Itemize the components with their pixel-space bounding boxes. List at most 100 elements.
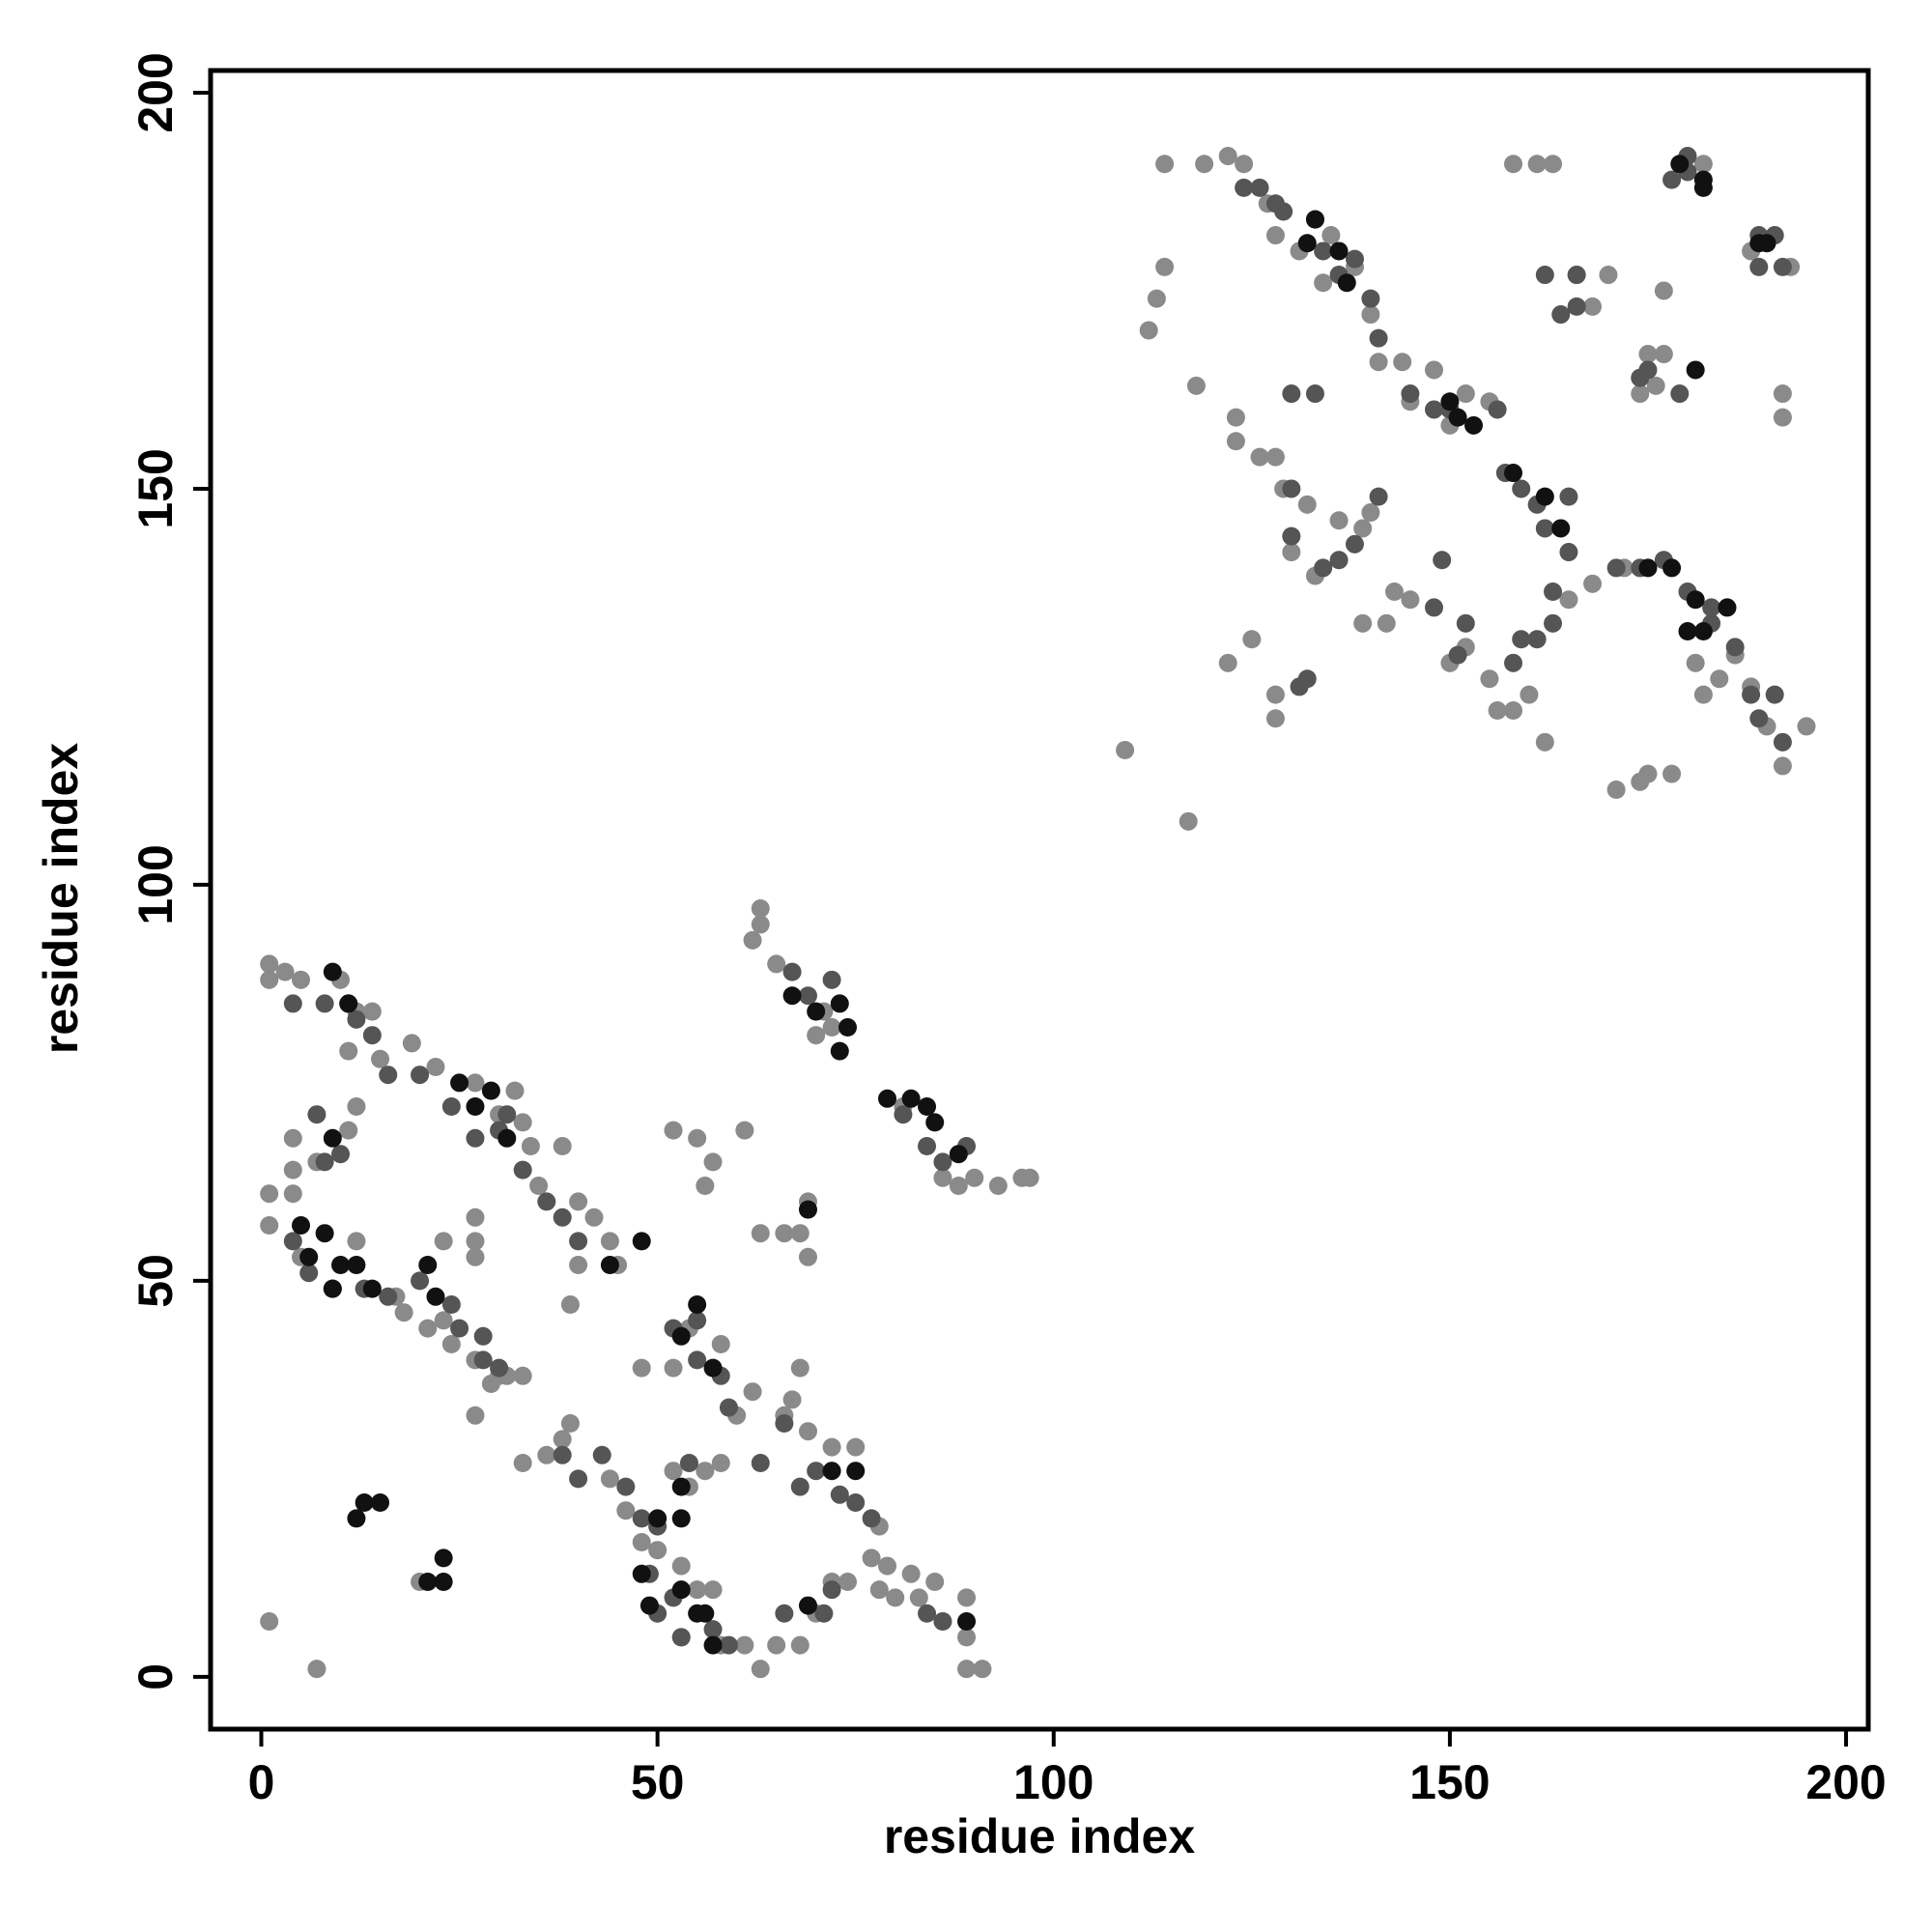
point xyxy=(719,1635,738,1655)
point xyxy=(537,1192,556,1211)
point xyxy=(1369,353,1388,372)
point xyxy=(283,1184,302,1204)
point xyxy=(1504,653,1523,672)
point xyxy=(505,1081,525,1100)
point xyxy=(1384,582,1404,602)
point xyxy=(632,1532,651,1551)
point xyxy=(347,1232,366,1251)
point xyxy=(632,1358,651,1378)
point xyxy=(362,1026,382,1045)
point xyxy=(323,962,342,981)
point xyxy=(679,1453,698,1472)
point xyxy=(696,1177,715,1196)
point xyxy=(1662,170,1682,189)
x-tick-label: 100 xyxy=(1013,1755,1094,1809)
point xyxy=(688,1295,707,1315)
point xyxy=(1345,249,1364,269)
point xyxy=(1369,487,1388,506)
point xyxy=(521,1137,540,1156)
point xyxy=(1631,384,1650,404)
point xyxy=(1226,408,1245,427)
point xyxy=(688,1311,707,1330)
point xyxy=(711,1453,730,1472)
point xyxy=(1757,234,1776,253)
point xyxy=(1535,487,1554,506)
point xyxy=(1535,519,1554,538)
point xyxy=(466,1247,485,1266)
point xyxy=(1337,273,1356,293)
y-tick-label: 150 xyxy=(128,448,183,528)
point xyxy=(553,1208,572,1227)
point xyxy=(1749,709,1769,728)
point xyxy=(1686,590,1705,610)
point xyxy=(466,1073,485,1093)
point xyxy=(933,1152,952,1172)
x-tick-label: 0 xyxy=(248,1755,275,1809)
point xyxy=(743,1382,762,1402)
point xyxy=(1265,226,1285,245)
point xyxy=(299,1247,319,1266)
point xyxy=(751,899,770,919)
point xyxy=(1551,305,1571,325)
point xyxy=(894,1105,913,1124)
point xyxy=(838,1572,857,1591)
point xyxy=(862,1548,881,1568)
point xyxy=(957,1588,977,1607)
point xyxy=(1235,178,1254,197)
point xyxy=(466,1208,485,1227)
x-tick-label: 200 xyxy=(1805,1755,1886,1809)
point xyxy=(1504,701,1523,721)
point xyxy=(371,1049,390,1068)
point xyxy=(394,1303,413,1322)
point xyxy=(671,1326,691,1346)
point xyxy=(782,962,802,981)
y-axis-label: residue index xyxy=(34,743,88,1055)
point xyxy=(331,1145,351,1164)
point xyxy=(1773,756,1792,776)
point xyxy=(671,1556,691,1576)
point xyxy=(466,1128,485,1148)
point xyxy=(639,1596,659,1615)
point xyxy=(1693,155,1713,174)
point xyxy=(775,1224,794,1243)
point xyxy=(1631,368,1650,387)
point xyxy=(1329,551,1349,570)
point xyxy=(434,1572,453,1591)
point xyxy=(466,1232,485,1251)
point xyxy=(339,1121,358,1140)
point xyxy=(1606,781,1626,800)
point xyxy=(379,1065,398,1085)
point xyxy=(1440,392,1460,412)
point xyxy=(1265,685,1285,704)
point xyxy=(751,1660,770,1679)
point xyxy=(1321,226,1341,245)
point xyxy=(1282,479,1301,498)
point xyxy=(735,1635,754,1655)
point xyxy=(379,1287,398,1306)
point xyxy=(1329,511,1349,530)
point xyxy=(1448,408,1467,427)
point xyxy=(466,1097,485,1117)
point xyxy=(426,1287,445,1306)
point xyxy=(1773,408,1792,427)
point xyxy=(648,1509,668,1528)
point xyxy=(260,1611,279,1631)
point xyxy=(283,1128,302,1148)
point xyxy=(584,1208,604,1227)
point xyxy=(1147,289,1166,308)
point xyxy=(838,1018,857,1037)
point xyxy=(1638,764,1658,783)
point xyxy=(1424,400,1443,419)
point xyxy=(1401,384,1420,404)
point xyxy=(1551,519,1571,538)
point xyxy=(1361,503,1380,523)
point xyxy=(1218,147,1237,166)
point xyxy=(632,1564,651,1583)
point xyxy=(1329,242,1349,261)
point xyxy=(1305,384,1324,404)
point xyxy=(275,962,295,981)
point xyxy=(553,1137,572,1156)
point xyxy=(1345,534,1364,554)
point xyxy=(822,1462,841,1481)
